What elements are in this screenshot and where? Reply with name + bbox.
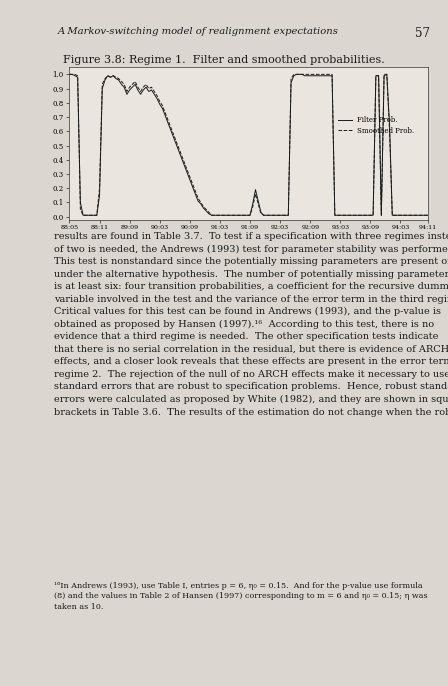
Text: 57: 57: [415, 27, 430, 40]
Legend: Filter Prob., Smoothed Prob.: Filter Prob., Smoothed Prob.: [335, 113, 417, 138]
Text: ¹⁶In Andrews (1993), use Table I, entries p = 6, η₀ = 0.15.  And for the p-value: ¹⁶In Andrews (1993), use Table I, entrie…: [54, 582, 427, 611]
Text: results are found in Table 3.7.  To test if a specification with three regimes i: results are found in Table 3.7. To test …: [54, 232, 448, 416]
Text: A Markov-switching model of realignment expectations: A Markov-switching model of realignment …: [58, 27, 339, 36]
Text: Figure 3.8: Regime 1.  Filter and smoothed probabilities.: Figure 3.8: Regime 1. Filter and smoothe…: [63, 55, 385, 65]
